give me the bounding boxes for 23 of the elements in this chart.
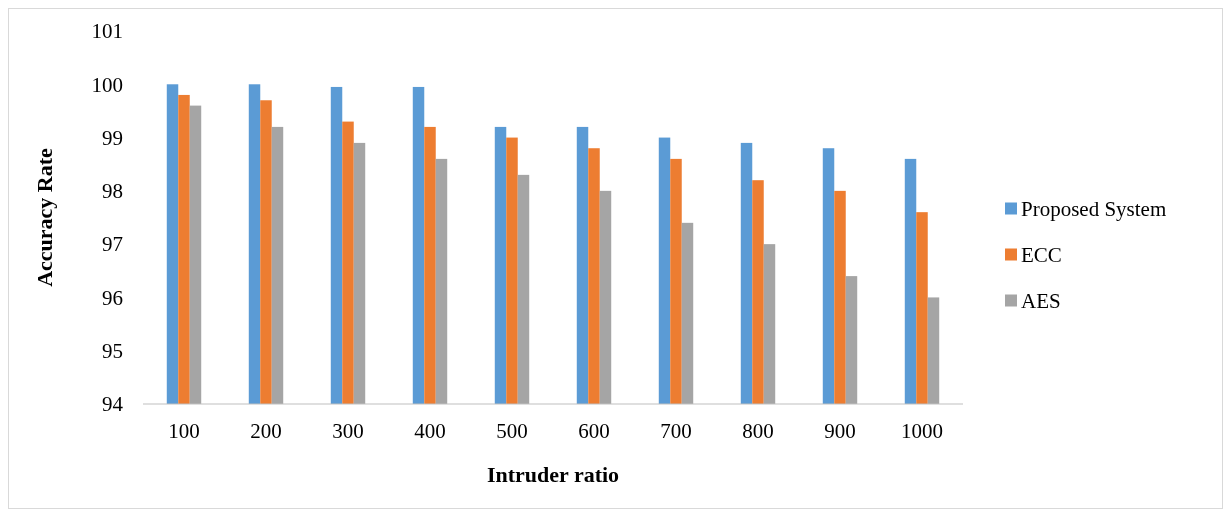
x-tick-label: 700 [660,419,692,443]
x-tick-label: 1000 [901,419,943,443]
x-tick-label: 600 [578,419,610,443]
y-axis-title: Accuracy Rate [32,147,57,287]
x-tick-label: 100 [168,419,200,443]
y-tick-label: 96 [102,285,123,310]
x-tick-label: 800 [742,419,774,443]
y-tick-label: 97 [102,232,123,257]
y-tick-label: 95 [102,339,123,364]
y-tick-label: 101 [91,19,123,44]
legend-label: AES [1021,288,1061,313]
y-tick-label: 94 [102,392,124,417]
x-tick-label: 900 [824,419,856,443]
y-tick-label: 98 [102,179,123,204]
x-tick-label: 400 [414,419,446,443]
y-tick-label: 99 [102,125,123,150]
x-tick-label: 500 [496,419,528,443]
x-axis-title: Intruder ratio [486,462,620,487]
x-tick-label: 300 [332,419,364,443]
legend-label: Proposed System [1021,196,1167,221]
y-tick-label: 100 [91,72,123,97]
legend-label: ECC [1021,242,1062,267]
x-tick-label: 200 [250,419,282,443]
